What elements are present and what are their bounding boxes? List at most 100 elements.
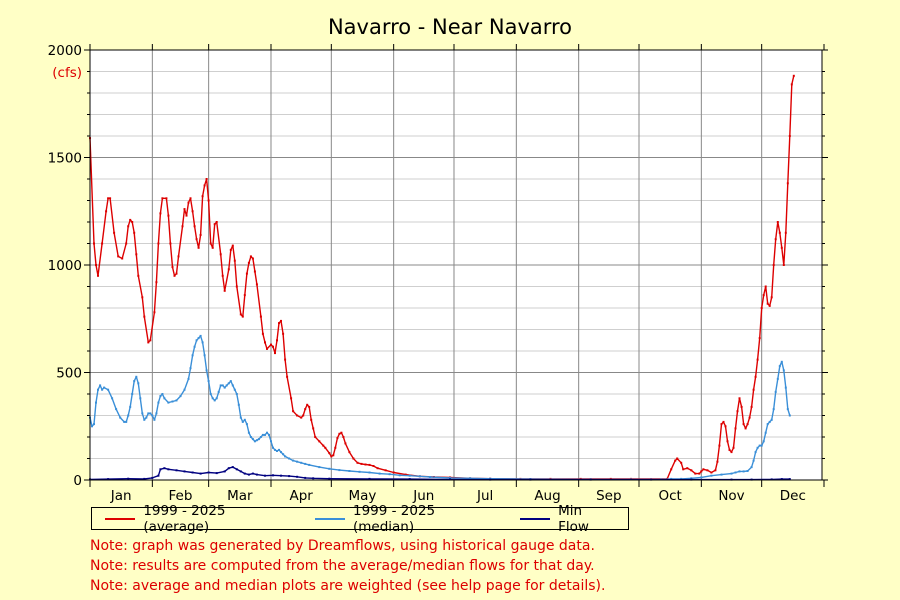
data-point [304,476,307,479]
data-point [153,418,156,421]
data-point [241,315,244,318]
data-point [752,459,755,462]
data-point [358,470,361,473]
data-point [398,474,401,477]
data-point [720,473,723,476]
data-point [181,225,184,228]
data-point [163,397,166,400]
legend-label-average: 1999 - 2025 (average) [143,502,226,535]
chart-legend: 1999 - 2025 (average) 1999 - 2025 (media… [91,503,629,535]
data-point [738,397,741,400]
data-point [165,197,168,200]
data-point [720,423,723,426]
data-point [780,360,783,363]
data-point [187,377,190,380]
data-point [155,281,158,284]
data-point [127,414,130,417]
legend-item-min-flow: Min Flow [519,503,614,535]
x-tick-label: Aug [534,488,560,504]
data-point [280,319,282,322]
data-point [276,339,278,342]
data-point [215,397,218,400]
data-point [241,420,244,423]
data-point [710,474,713,477]
data-point [328,467,331,470]
data-point [135,375,138,378]
data-point [201,341,204,344]
data-point [768,420,771,423]
data-point [748,416,751,419]
data-point [338,469,341,472]
data-point [103,386,106,389]
data-point [716,460,719,463]
data-point [163,467,166,470]
data-point [776,221,779,223]
data-point [137,274,140,277]
data-point [131,221,134,223]
data-point [418,475,421,478]
data-point [428,476,431,478]
data-point [742,423,745,426]
data-point [786,182,789,185]
data-point [312,427,315,430]
data-point [318,466,321,469]
data-point [282,453,285,456]
data-point [780,246,783,249]
data-point [770,478,773,481]
data-point [770,418,773,421]
data-point [219,253,222,256]
data-point [229,380,232,383]
data-point [173,274,176,277]
data-point [255,283,258,286]
data-point [187,201,190,204]
data-point [272,474,274,477]
x-tick-label: Apr [289,488,313,504]
data-point [157,242,160,245]
data-point [784,386,787,389]
data-point [133,380,136,383]
data-point [322,444,325,447]
data-point [344,442,347,445]
data-point [778,365,781,368]
data-point [221,274,224,277]
data-point [782,369,785,372]
data-point [189,367,192,370]
data-point [235,393,238,395]
data-point [368,471,371,474]
data-point [348,470,351,472]
data-point [235,468,238,471]
legend-swatch-min-flow [519,517,551,520]
data-point [308,463,311,466]
data-point [702,468,705,471]
data-point [203,354,206,357]
data-point [233,259,236,262]
data-point [332,454,335,457]
data-point [760,444,763,447]
data-point [153,311,156,314]
data-point [288,457,291,460]
data-point [189,197,192,200]
data-point [264,433,266,436]
data-point [706,469,709,472]
data-point [167,214,170,217]
data-point [107,478,110,481]
data-point [750,405,753,408]
data-point [107,388,110,391]
data-point [191,210,194,213]
data-point [270,343,272,346]
data-point [264,474,266,477]
data-point [352,457,355,460]
y-axis-unit-label: (cfs) [52,65,82,81]
x-tick-label: Sep [596,488,621,504]
data-point [157,474,160,477]
data-point [296,475,299,478]
data-point [388,473,391,476]
data-point [147,412,150,415]
data-point [788,135,791,137]
data-point [251,438,254,441]
data-point [338,432,341,435]
data-point [376,467,379,470]
data-point [133,231,136,234]
data-point [247,261,250,264]
